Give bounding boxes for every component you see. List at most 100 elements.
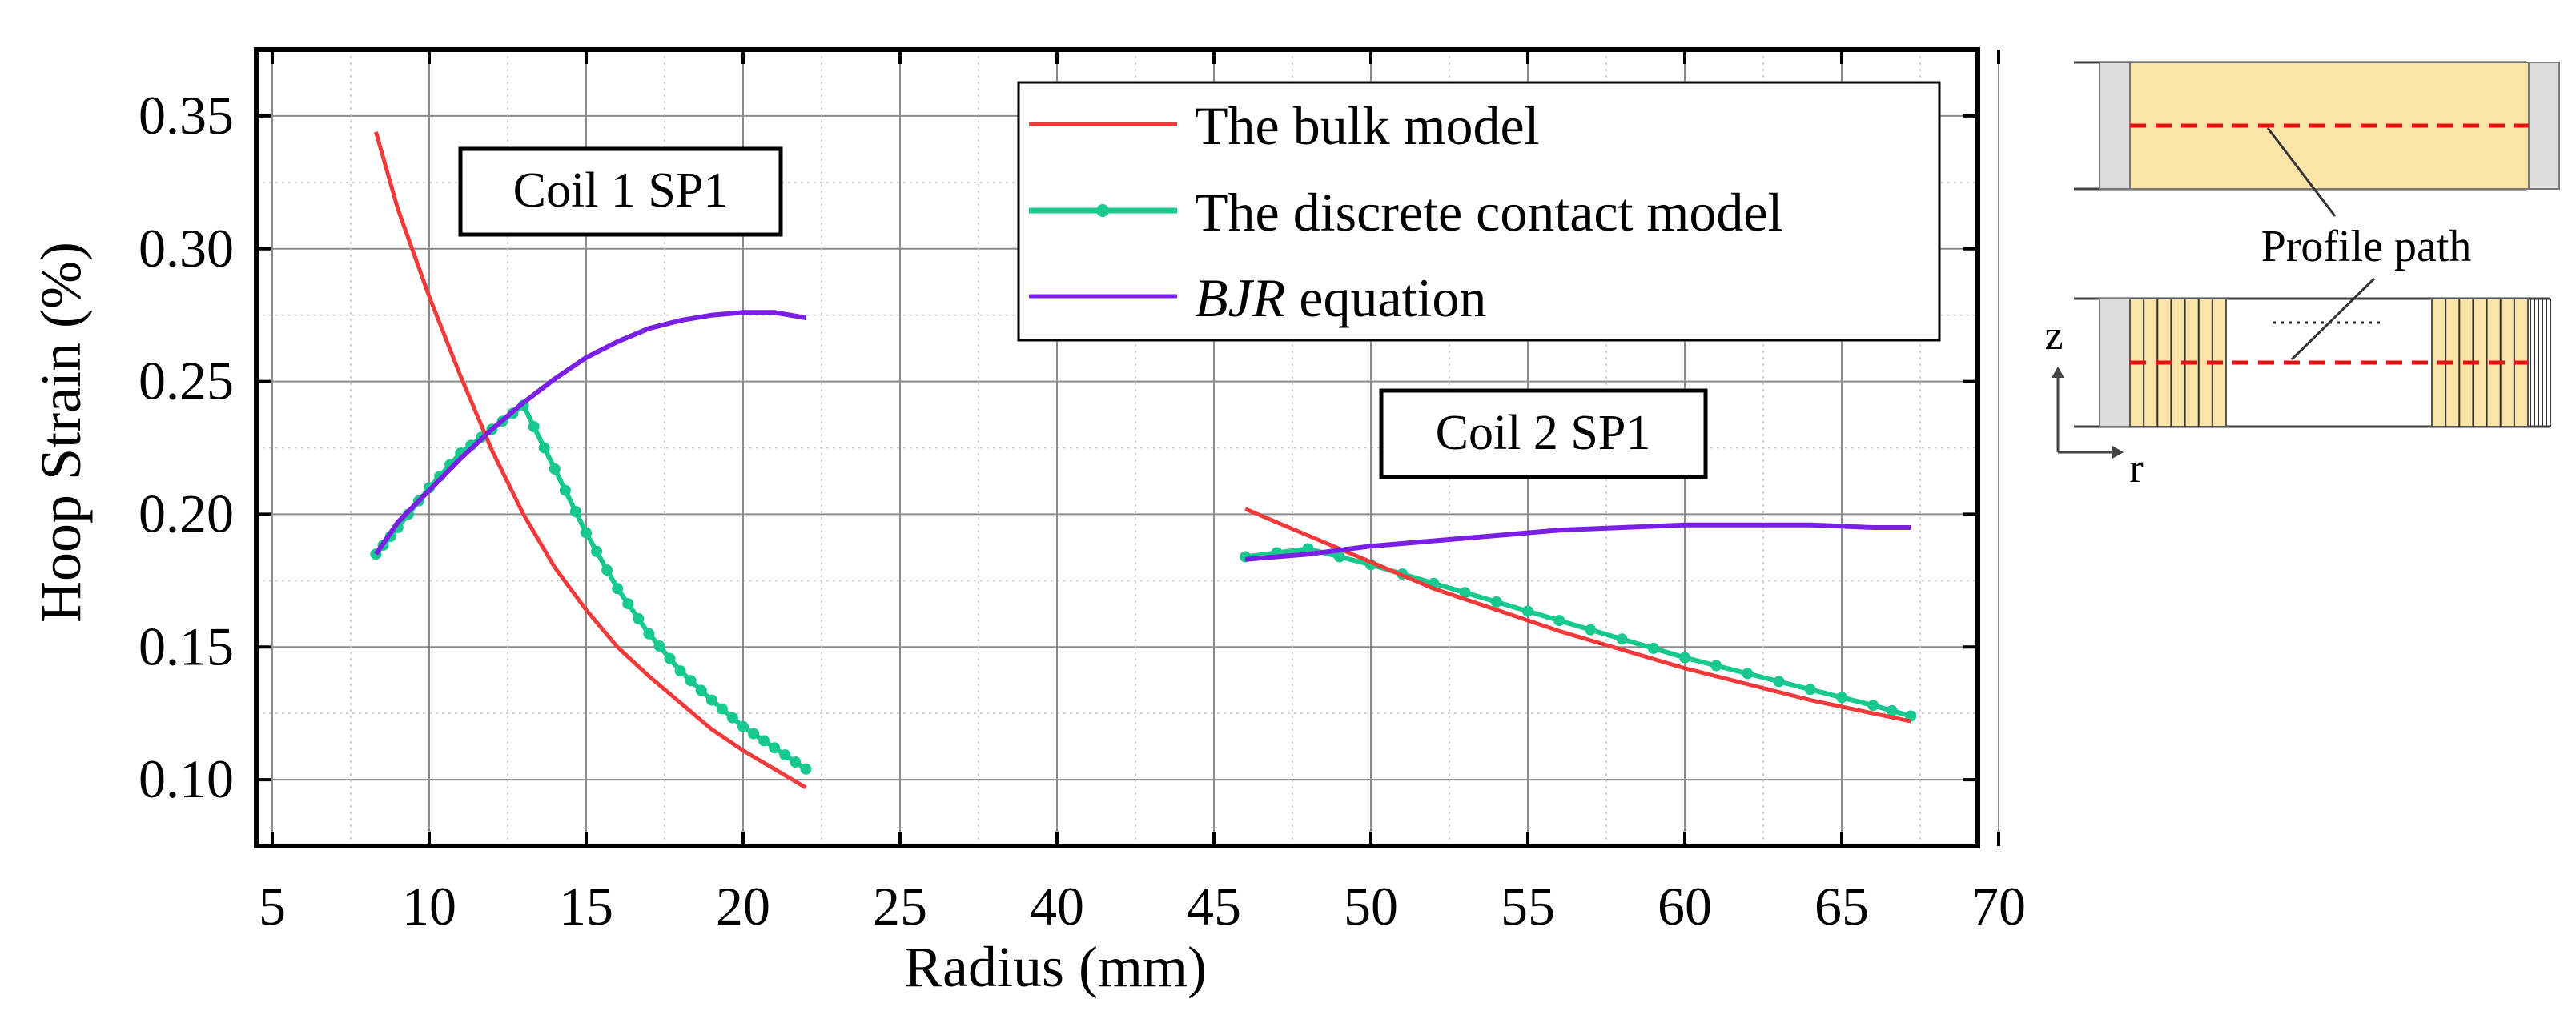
schematic-right-former bbox=[2528, 62, 2560, 190]
schematic-bulk bbox=[2074, 61, 2560, 191]
coil1-discrete-marker bbox=[622, 598, 634, 610]
schematic-z-arrow bbox=[2052, 367, 2064, 378]
x-tick-label: 65 bbox=[1814, 876, 1869, 937]
profile-path-leader-bottom bbox=[2290, 277, 2376, 361]
coil2-discrete-marker bbox=[1867, 700, 1879, 712]
y-tick-label: 0.25 bbox=[139, 351, 234, 411]
x-tick-label: 15 bbox=[559, 876, 613, 937]
coil1-discrete-marker bbox=[559, 484, 571, 496]
coil2-discrete-marker bbox=[1773, 676, 1785, 688]
coil1-discrete-marker bbox=[705, 694, 717, 706]
coil1-discrete-marker bbox=[748, 728, 760, 740]
coil2-annotation-box bbox=[1379, 388, 1708, 479]
legend-label-bjr-suffix: equation bbox=[1285, 267, 1486, 328]
x-tick-label: 45 bbox=[1187, 876, 1241, 937]
coil2-discrete-marker bbox=[1742, 668, 1754, 680]
legend-label-bjr-prefix: BJR bbox=[1195, 267, 1285, 328]
coil2-discrete-marker bbox=[1647, 642, 1659, 654]
ticks bbox=[256, 50, 2000, 846]
schematic-z-label: z bbox=[2044, 313, 2063, 359]
coil1-discrete-marker bbox=[716, 703, 728, 715]
x-axis-title: Radius (mm) bbox=[904, 935, 1207, 999]
coil2-discrete-marker bbox=[1836, 692, 1847, 704]
coil1-discrete-marker bbox=[653, 640, 665, 652]
schematic-left-former-2 bbox=[2099, 298, 2131, 427]
coil1-discrete-marker bbox=[612, 583, 624, 595]
coil1-discrete-marker bbox=[758, 735, 770, 747]
schematic-outer-turns bbox=[2530, 299, 2551, 427]
schematic-r-arrow bbox=[2112, 446, 2124, 459]
x-tick-label: 10 bbox=[402, 876, 456, 937]
coil1-discrete-marker bbox=[674, 665, 686, 677]
coil1-discrete-line bbox=[374, 401, 808, 772]
profile-path-leader-top bbox=[2266, 127, 2337, 217]
coil1-discrete-marker bbox=[581, 527, 592, 539]
x-tick-label: 70 bbox=[1971, 876, 2026, 937]
coil2-discrete-marker bbox=[1490, 596, 1502, 608]
legend-label-bulk: The bulk model bbox=[1195, 95, 1540, 156]
series-layer bbox=[370, 131, 1917, 790]
coil1-discrete-marker bbox=[737, 720, 749, 732]
coil1-annotation-text: Coil 1 SP1 bbox=[513, 163, 729, 218]
coil1-discrete-marker bbox=[800, 763, 812, 775]
coil1-discrete-marker bbox=[790, 756, 802, 768]
coil1-discrete-marker bbox=[726, 712, 738, 724]
x-tick-label: 50 bbox=[1344, 876, 1398, 937]
x-tick-label: 25 bbox=[873, 876, 927, 937]
coil1-discrete-marker bbox=[695, 684, 707, 696]
x-tick-label: 55 bbox=[1501, 876, 1555, 937]
coil2-bjr-line bbox=[1244, 522, 1911, 562]
schematic-discrete: z r bbox=[2044, 297, 2551, 491]
coil2-discrete-marker bbox=[1333, 551, 1345, 563]
x-tick-labels: 5 10 15 20 25 40 45 50 55 60 65 70 bbox=[259, 876, 2026, 937]
x-tick-label: 60 bbox=[1658, 876, 1712, 937]
coil2-discrete-marker bbox=[1522, 605, 1533, 617]
y-tick-label: 0.20 bbox=[139, 483, 234, 544]
legend: The bulk model The discrete contact mode… bbox=[1017, 81, 1941, 342]
coil1-discrete-marker bbox=[643, 628, 655, 640]
coil2-discrete-marker bbox=[1616, 633, 1628, 645]
coil1-discrete-marker bbox=[549, 463, 561, 475]
profile-path-label: Profile path bbox=[2261, 222, 2472, 271]
y-tick-label: 0.30 bbox=[139, 218, 234, 279]
y-tick-label: 0.35 bbox=[139, 85, 234, 146]
coil2-discrete-marker bbox=[1886, 704, 1898, 716]
coil1-annotation: Coil 1 SP1 bbox=[458, 146, 783, 237]
x-tick-label: 5 bbox=[259, 876, 286, 937]
coil1-discrete-marker bbox=[779, 749, 791, 761]
coil1-discrete-marker bbox=[769, 742, 781, 754]
coil1-discrete-marker bbox=[591, 545, 603, 557]
coil1-discrete-marker bbox=[538, 442, 550, 454]
coil2-annotation-text: Coil 2 SP1 bbox=[1436, 406, 1651, 460]
legend-marker-discrete bbox=[1096, 204, 1109, 217]
schematic-left-former bbox=[2099, 62, 2131, 190]
coil2-discrete-marker bbox=[1585, 624, 1597, 636]
coil1-annotation-box bbox=[458, 146, 783, 237]
coil2-discrete-marker bbox=[1679, 652, 1690, 664]
coil2-discrete-marker bbox=[1804, 684, 1816, 696]
coil2-discrete-marker bbox=[1710, 660, 1722, 672]
legend-label-discrete: The discrete contact model bbox=[1195, 182, 1782, 243]
coil1-discrete-marker bbox=[664, 652, 676, 664]
y-tick-label: 0.15 bbox=[139, 616, 234, 676]
coil1-bjr-line bbox=[373, 310, 806, 556]
y-axis-title: Hoop Strain (%) bbox=[29, 242, 93, 623]
coil2-annotation: Coil 2 SP1 bbox=[1379, 388, 1708, 479]
coil2-discrete-marker bbox=[1459, 587, 1471, 599]
schematic-r-label: r bbox=[2129, 446, 2143, 491]
x-tick-label: 20 bbox=[716, 876, 770, 937]
y-tick-labels: 0.10 0.15 0.20 0.25 0.30 0.35 bbox=[139, 85, 234, 809]
plot-frame bbox=[254, 47, 1980, 848]
legend-label-bjr: BJR equation bbox=[1195, 267, 1486, 328]
coil2-discrete-marker bbox=[1553, 615, 1565, 627]
coil1-discrete-marker bbox=[601, 564, 613, 576]
y-tick-label: 0.10 bbox=[139, 748, 234, 809]
coil1-discrete-marker bbox=[685, 675, 697, 687]
coil1-discrete-marker bbox=[633, 612, 645, 624]
coil1-discrete-marker bbox=[528, 421, 540, 432]
coil1-discrete-marker bbox=[569, 506, 581, 518]
x-tick-label: 40 bbox=[1030, 876, 1084, 937]
coil1-bulk-line bbox=[373, 131, 807, 790]
